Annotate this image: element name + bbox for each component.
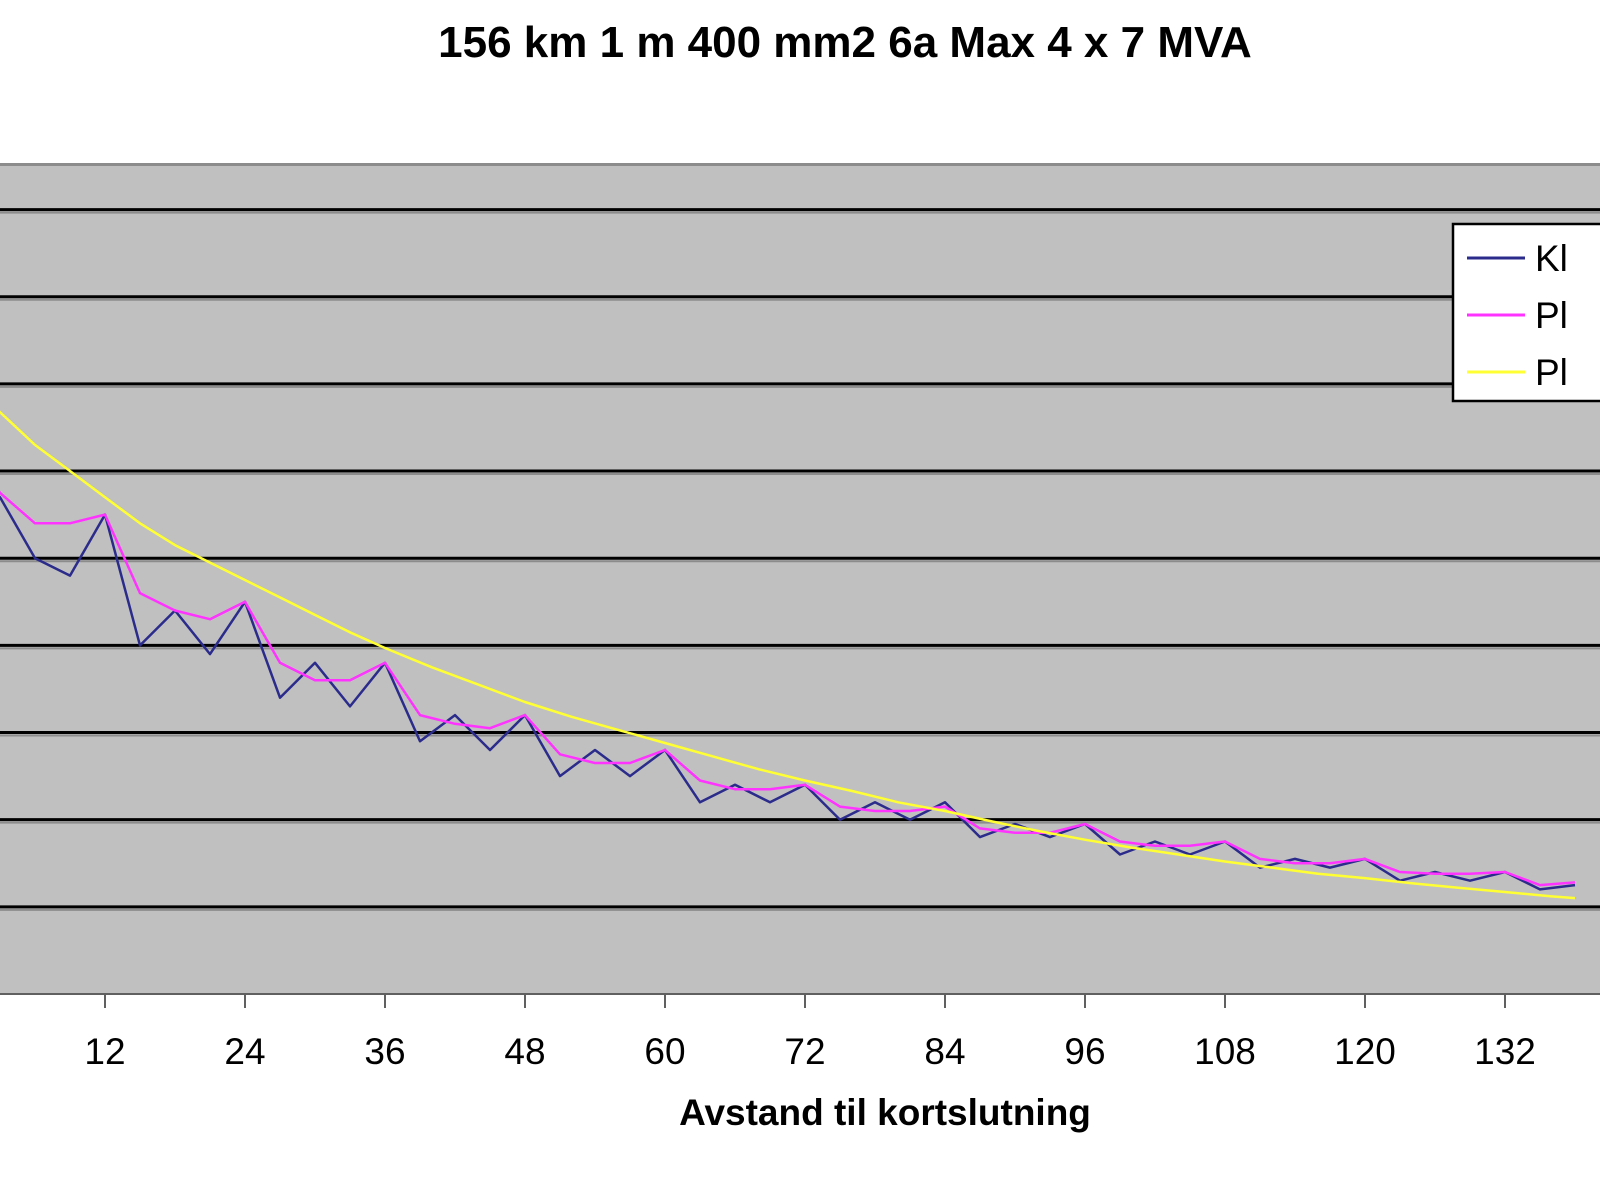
x-tick-label: 72 bbox=[784, 1031, 825, 1072]
x-tick-label: 132 bbox=[1474, 1031, 1536, 1072]
series-line-3 bbox=[0, 410, 1576, 900]
x-tick-label: 36 bbox=[364, 1031, 405, 1072]
gridlines bbox=[0, 208, 1600, 911]
plot-area bbox=[0, 166, 1600, 994]
x-tick-label: 60 bbox=[644, 1031, 685, 1072]
series-line-1 bbox=[0, 495, 1576, 891]
series-line-2 bbox=[0, 490, 1576, 887]
series-lines bbox=[0, 410, 1576, 900]
x-tick-label: 24 bbox=[224, 1031, 265, 1072]
legend: Kl Pl Pl bbox=[1451, 222, 1600, 403]
x-tick-label: 96 bbox=[1064, 1031, 1105, 1072]
x-axis-ticks: 12 24 36 48 60 72 84 96 108 120 132 bbox=[84, 994, 1536, 1072]
x-tick-label: 48 bbox=[504, 1031, 545, 1072]
x-tick-label: 12 bbox=[84, 1031, 125, 1072]
chart-title: 156 km 1 m 400 mm2 6a Max 4 x 7 MVA bbox=[438, 18, 1252, 67]
x-tick-label: 108 bbox=[1194, 1031, 1256, 1072]
x-axis-title: Avstand til kortslutning bbox=[679, 1092, 1091, 1133]
legend-box bbox=[1451, 222, 1600, 403]
legend-label-3: Pl bbox=[1535, 352, 1568, 393]
x-tick-label: 84 bbox=[924, 1031, 965, 1072]
legend-label-2: Pl bbox=[1535, 295, 1568, 336]
x-tick-label: 120 bbox=[1334, 1031, 1396, 1072]
legend-label-1: Kl bbox=[1535, 238, 1568, 279]
